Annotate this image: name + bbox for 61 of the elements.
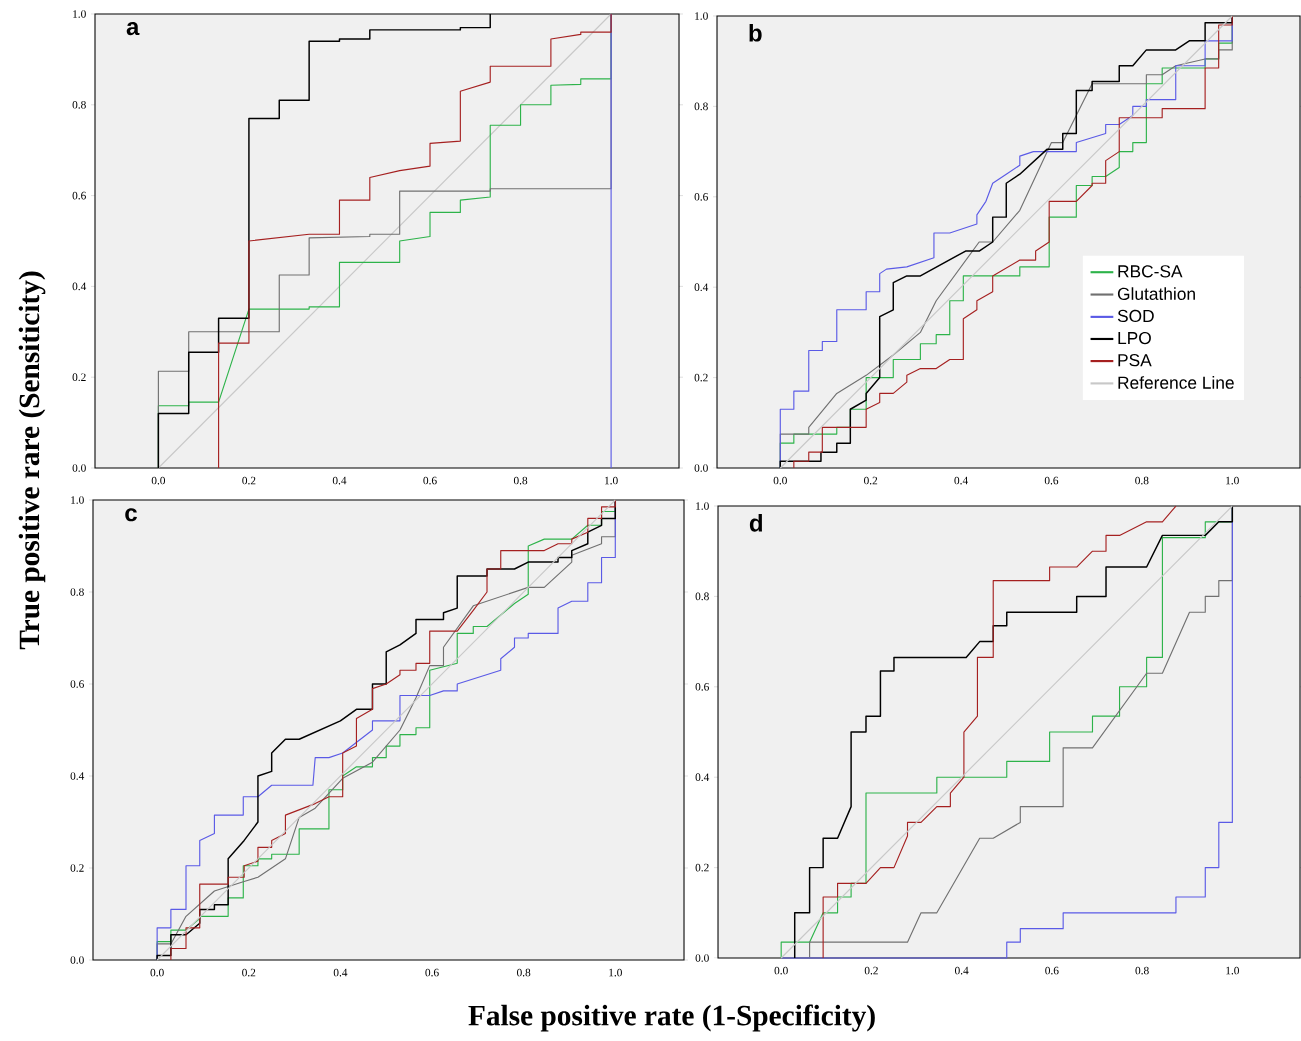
x-tick-label: 0.6 — [425, 968, 439, 977]
x-tick-label: 0.8 — [1135, 476, 1149, 485]
y-tick-label: 0.2 — [694, 373, 708, 382]
y-tick-label: 1.0 — [73, 10, 86, 18]
y-tick-label: 0.0 — [695, 954, 709, 962]
legend-label: Glutathion — [1117, 287, 1195, 300]
legend-label: SOD — [1117, 309, 1154, 323]
chart-title: d — [749, 514, 762, 532]
x-tick-label: 0.0 — [151, 476, 166, 485]
y-tick-label: 0.0 — [694, 464, 708, 472]
x-tick-label: 0.4 — [954, 476, 968, 485]
y-tick-label: 0.2 — [70, 864, 84, 872]
x-tick-label: 0.8 — [517, 968, 531, 977]
x-tick-label: 0.4 — [955, 966, 969, 975]
x-tick-label: 0.0 — [774, 966, 788, 975]
x-tick-label: 0.8 — [513, 476, 528, 485]
chart-title: c — [125, 508, 137, 522]
y-tick-label: 0.8 — [72, 100, 86, 109]
y-tick-label: 0.2 — [72, 373, 86, 382]
y-axis-title: True positive rare (Sensiticity) — [18, 271, 46, 650]
y-tick-label: 0.6 — [72, 191, 86, 200]
x-tick-label: 0.8 — [1135, 966, 1149, 975]
legend-label: RBC-SA — [1118, 265, 1183, 278]
x-tick-label: 0.0 — [773, 476, 787, 485]
x-tick-label: 1.0 — [1226, 476, 1239, 485]
y-tick-label: 0.4 — [695, 773, 710, 782]
x-tick-label: 0.2 — [864, 476, 878, 485]
legend-label: LPO — [1118, 331, 1151, 345]
x-tick-label: 0.4 — [332, 476, 347, 485]
chart-title: b — [749, 24, 762, 42]
y-tick-label: 1.0 — [696, 502, 709, 510]
y-tick-label: 0.6 — [70, 680, 84, 688]
x-axis-title: False positive rate (1-Specificity) — [468, 1004, 875, 1032]
x-tick-label: 0.2 — [242, 968, 256, 977]
chart-title: a — [126, 22, 140, 36]
x-tick-label: 0.6 — [1044, 476, 1059, 485]
y-tick-label: 0.6 — [694, 192, 708, 201]
y-tick-label: 1.0 — [695, 12, 708, 20]
y-tick-label: 0.4 — [72, 282, 87, 291]
x-tick-label: 1.0 — [1226, 966, 1239, 975]
y-tick-label: 0.0 — [72, 464, 86, 472]
line-series — [822, 505, 1177, 959]
y-tick-label: 0.8 — [695, 592, 709, 601]
y-tick-label: 0.2 — [695, 863, 709, 872]
y-tick-label: 0.0 — [70, 956, 84, 964]
x-tick-label: 0.2 — [242, 476, 256, 485]
legend-label: PSA — [1118, 354, 1152, 367]
x-tick-label: 0.6 — [423, 476, 437, 485]
y-tick-label: 0.8 — [694, 102, 708, 111]
y-tick-label: 0.6 — [695, 682, 709, 691]
x-tick-label: 0.0 — [150, 968, 164, 977]
x-tick-label: 0.4 — [333, 968, 348, 977]
y-tick-label: 0.4 — [694, 283, 709, 292]
y-tick-label: 0.8 — [70, 588, 84, 596]
x-tick-label: 0.6 — [1045, 966, 1059, 975]
x-tick-label: 1.0 — [609, 968, 622, 977]
y-tick-label: 0.4 — [70, 772, 85, 780]
x-tick-label: 0.2 — [864, 966, 878, 975]
x-tick-label: 1.0 — [605, 476, 618, 485]
y-tick-label: 1.0 — [71, 496, 84, 504]
legend-label: Reference Line — [1118, 376, 1234, 389]
